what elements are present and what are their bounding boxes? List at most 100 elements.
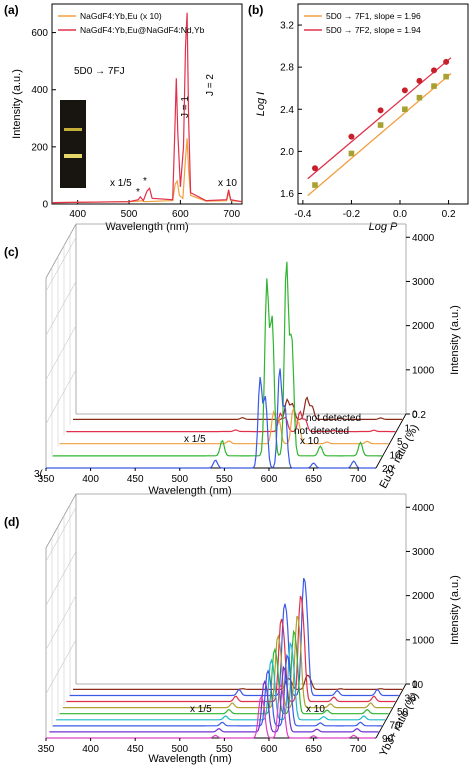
panel-a-inset-glow-2 bbox=[64, 154, 82, 158]
panel-c-x10: x 10 bbox=[300, 436, 319, 447]
panel-a-transition-label: 5D0 → 7FJ bbox=[74, 66, 125, 77]
panel-c-ticks: 350 400 450 500 550 600 650 700 0 1000 2000 3000 400… bbox=[38, 233, 435, 485]
panel-a-series-line-1 bbox=[51, 12, 243, 204]
pc-xtick-label-4: 550 bbox=[216, 474, 233, 485]
pd-grid-z-4 bbox=[45, 507, 77, 562]
panel-a-inset-glow-1 bbox=[64, 128, 82, 131]
panel-d-x10: x 10 bbox=[306, 704, 325, 715]
pd-ztick-label-1: 1000 bbox=[412, 635, 435, 646]
panel-b-ytick-label-4: 3.2 bbox=[280, 21, 294, 32]
panel-b-point-s1-2 bbox=[377, 107, 384, 114]
pc-depth-axis bbox=[375, 413, 407, 469]
panel-b-point-s0-4 bbox=[416, 94, 423, 101]
pd-series-line-8 bbox=[73, 674, 403, 691]
panel-a-ytick-label-2: 400 bbox=[31, 85, 48, 96]
panel-b-point-s1-6 bbox=[443, 58, 450, 65]
panel-c-series bbox=[46, 261, 403, 469]
panel-a: (a) 400 500 600 700 0 200 400 600 Wavelength (n… bbox=[4, 3, 243, 233]
pd-ztick-label-4: 4000 bbox=[412, 503, 435, 514]
panel-b-point-s0-0 bbox=[312, 182, 318, 188]
panel-c-not-detected-1: not detected bbox=[306, 413, 361, 424]
panel-d-series bbox=[46, 577, 403, 739]
panel-b-point-s1-5 bbox=[431, 67, 437, 74]
pc-xtick-label-5: 600 bbox=[261, 474, 278, 485]
panel-b-ylabel: Log I bbox=[255, 92, 267, 116]
panel-d-ylabel: Yb3+ ratio (%) bbox=[377, 691, 421, 759]
panel-b-point-s1-0 bbox=[312, 165, 318, 172]
panel-a-legend-1: NaGdF4:Yb,Eu (x 10) bbox=[80, 11, 162, 21]
pc-xtick-label-2: 450 bbox=[127, 474, 144, 485]
panel-c-stray-text: 3( bbox=[34, 469, 44, 480]
pd-depth-label-2: 50 bbox=[397, 707, 409, 718]
panel-a-xtick-label-1: 500 bbox=[121, 209, 138, 220]
panel-c-label: (c) bbox=[4, 245, 19, 259]
panel-a-j1: J = 1 bbox=[180, 96, 191, 118]
panel-b-point-s0-2 bbox=[377, 122, 384, 128]
panel-b-point-s1-4 bbox=[416, 77, 423, 84]
pc-grid-z-3 bbox=[45, 281, 77, 336]
pc-series-line-0 bbox=[46, 368, 376, 469]
pd-depth-label-0: 10 bbox=[412, 680, 424, 691]
pc-series-line-4 bbox=[73, 396, 403, 420]
panel-d-ticks: 350 400 450 500 550 600 650 700 0 1000 2000 3000 400… bbox=[38, 503, 435, 755]
pc-xtick-label-0: 350 bbox=[38, 474, 55, 485]
pc-ztick-label-2: 2000 bbox=[412, 321, 435, 332]
panel-b-xtick-label-1: -0.2 bbox=[343, 209, 361, 220]
pd-xtick-label-1: 400 bbox=[82, 744, 99, 755]
pd-xtick-label-5: 600 bbox=[261, 744, 278, 755]
panel-b-xtick-label-0: -0.4 bbox=[294, 209, 312, 220]
pc-xtick-label-7: 700 bbox=[350, 474, 367, 485]
pd-xtick-label-6: 650 bbox=[305, 744, 322, 755]
panel-a-plot-frame bbox=[51, 3, 243, 205]
pd-xtick-label-3: 500 bbox=[171, 744, 188, 755]
panel-a-xtick-label-2: 600 bbox=[172, 209, 189, 220]
pd-series-line-7 bbox=[69, 577, 399, 697]
panel-d-zlabel: Intensity (a.u.) bbox=[449, 575, 461, 645]
panel-b-legend-2: 5D0 → 7F2, slope = 1.94 bbox=[326, 25, 421, 35]
panel-b-point-s0-1 bbox=[348, 150, 355, 157]
pc-grid-z-2 bbox=[45, 325, 77, 380]
panel-b-fit-line-0 bbox=[307, 72, 452, 197]
panel-b-ytick-label-1: 2.0 bbox=[280, 147, 294, 158]
pd-ztick-label-2: 2000 bbox=[412, 591, 435, 602]
pc-series-line-1 bbox=[52, 261, 382, 457]
pd-wall-left bbox=[45, 493, 406, 738]
pd-series-line-1 bbox=[49, 665, 379, 733]
panel-a-series bbox=[51, 12, 243, 204]
panel-a-ytick-label-0: 0 bbox=[42, 200, 48, 211]
pd-xtick-label-2: 450 bbox=[127, 744, 144, 755]
pc-xtick-label-1: 400 bbox=[82, 474, 99, 485]
pc-grid-z-1 bbox=[45, 369, 77, 424]
pc-depth-label-4: 20 bbox=[382, 464, 394, 475]
pc-ztick-label-1: 1000 bbox=[412, 365, 435, 376]
panel-c-xlabel: Wavelength (nm) bbox=[148, 485, 231, 497]
pc-ztick-label-0: 0 bbox=[412, 410, 418, 421]
pd-series-line-5 bbox=[62, 615, 392, 709]
pc-series-line-3 bbox=[66, 410, 396, 433]
panel-b-point-s1-3 bbox=[401, 87, 408, 94]
pd-depth-label-3: 70 bbox=[390, 721, 402, 732]
panel-b-xlabel: Log P bbox=[369, 221, 398, 233]
pc-xtick-label-3: 500 bbox=[171, 474, 188, 485]
panel-c-ylabel: Eu3+ ratio (%) bbox=[377, 423, 421, 491]
pc-wall-left bbox=[45, 223, 406, 468]
pd-series-line-2 bbox=[52, 653, 382, 727]
panel-d-x15: x 1/5 bbox=[190, 704, 212, 715]
pd-grid-z-1 bbox=[45, 639, 77, 694]
pd-xtick-label-0: 350 bbox=[38, 744, 55, 755]
panel-a-x15: x 1/5 bbox=[110, 178, 132, 189]
panel-a-xtick-label-0: 400 bbox=[69, 209, 86, 220]
panel-a-xlabel: Wavelength (nm) bbox=[105, 221, 188, 233]
panel-a-ticks: 400 500 600 700 0 200 400 600 bbox=[31, 28, 240, 220]
pd-xtick-label-7: 700 bbox=[350, 744, 367, 755]
panel-a-inset-photo bbox=[60, 100, 86, 188]
pd-depth-label-4: 90 bbox=[382, 734, 394, 745]
panel-a-ylabel: Intensity (a.u.) bbox=[11, 69, 23, 139]
panel-a-series-line-0 bbox=[51, 138, 243, 204]
panel-c-zlabel: Intensity (a.u.) bbox=[449, 305, 461, 375]
panel-a-legend-2: NaGdF4:Yb,Eu@NaGdF4:Nd,Yb bbox=[80, 25, 205, 35]
panel-d: (d) 350 400 450 500 550 600 650 700 0 1000 2000 300… bbox=[4, 493, 461, 765]
panel-b-legend-1: 5D0 → 7F1, slope = 1.96 bbox=[326, 11, 421, 21]
pc-depth-label-3: 10 bbox=[390, 451, 402, 462]
pd-depth-axis bbox=[375, 683, 407, 739]
